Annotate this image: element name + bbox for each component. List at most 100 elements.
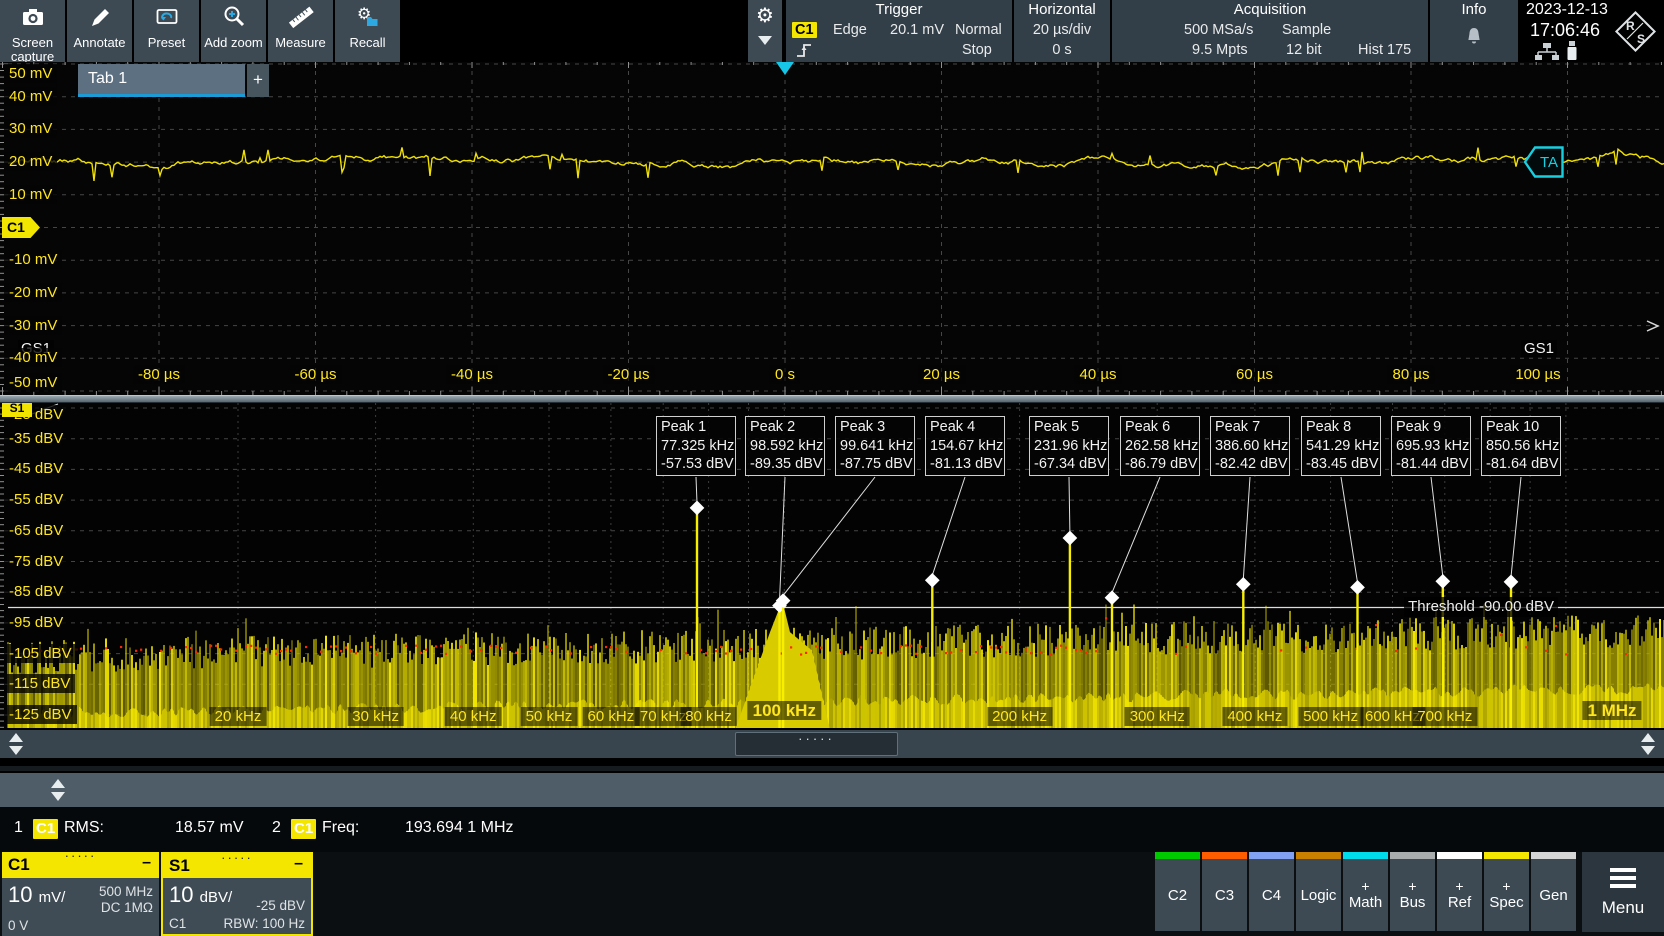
acquisition-panel[interactable]: Acquisition 500 MSa/s Sample 9.5 Mpts 12… [1112, 0, 1428, 62]
results-scroll-bar[interactable] [0, 773, 1664, 807]
signal-button-bus[interactable]: +Bus [1390, 852, 1435, 932]
measurement-1-name[interactable]: RMS: [64, 819, 104, 837]
signal-button-c2[interactable]: C2 [1155, 852, 1200, 932]
peak-annotation-box: Peak 10850.56 kHz-81.64 dBV [1481, 416, 1561, 476]
signal-button-ref[interactable]: + Ref [1437, 852, 1482, 932]
chevron-down-icon [758, 36, 772, 45]
peak-level: -81.64 dBV [1486, 455, 1556, 474]
scroll-up-button-right[interactable] [1641, 733, 1655, 742]
scroll-down-button[interactable] [9, 746, 23, 755]
zoom-plus-icon [221, 17, 247, 34]
horizontal-title: Horizontal [1014, 1, 1110, 18]
menu-label: Menu [1582, 898, 1664, 918]
svg-text:R: R [1626, 19, 1635, 33]
clock-block: 2023-12-13 17:06:46 R S [1520, 0, 1664, 62]
svg-text:S: S [1637, 32, 1645, 46]
x-axis-label: 0 s [770, 365, 800, 384]
horizontal-scrollbar[interactable]: ····· [0, 730, 1664, 758]
trigger-panel[interactable]: Trigger C1 Edge 20.1 mV Normal Stop [786, 0, 1012, 62]
record-length: 9.5 Mpts [1192, 42, 1248, 58]
settings-button[interactable]: ⚙ [748, 0, 782, 62]
signal-button-logic[interactable]: Logic [1296, 852, 1341, 932]
spectrum-y-axis-label: -45 dBV [4, 459, 68, 478]
measurement-1-source-badge[interactable]: C1 [33, 819, 58, 839]
x-axis-label: -40 µs [446, 365, 498, 384]
spectrum-x-axis-label: 100 kHz [748, 701, 821, 720]
peak-frequency: 386.60 kHz [1215, 437, 1285, 456]
peak-name: Peak 4 [930, 418, 1000, 437]
s1-rbw: RBW: 100 Hz [223, 916, 305, 931]
signal-button-math[interactable]: +Math [1343, 852, 1388, 932]
trigger-mode: Normal [955, 22, 1002, 38]
signal-button-c4[interactable]: C4 [1249, 852, 1294, 932]
spectrum-y-axis-label: -95 dBV [4, 613, 68, 632]
peak-name: Peak 8 [1306, 418, 1376, 437]
sample-rate: 500 MSa/s [1184, 22, 1253, 38]
info-panel[interactable]: Info [1430, 0, 1518, 62]
s1-minimize-button[interactable]: – [294, 855, 303, 873]
menu-button[interactable]: Menu [1582, 852, 1664, 932]
peak-level: -67.34 dBV [1034, 455, 1104, 474]
channel-panel-c1[interactable]: ····· C1 – 10 mV/ 500 MHz DC 1MΩ 0 V [2, 852, 159, 936]
display-splitter[interactable] [0, 395, 1664, 403]
tab-1[interactable]: Tab 1 [78, 64, 245, 97]
horizontal-panel[interactable]: Horizontal 20 µs/div 0 s [1014, 0, 1110, 62]
signal-button-spec[interactable]: +Spec [1484, 852, 1529, 932]
signal-button-label: C3 [1215, 887, 1234, 904]
date-display: 2023-12-13 [1526, 1, 1608, 19]
trigger-position-marker[interactable] [776, 62, 794, 75]
peak-frequency: 99.641 kHz [840, 437, 910, 456]
peak-frequency: 695.93 kHz [1396, 437, 1466, 456]
scroll-up-button[interactable] [9, 733, 23, 742]
c1-minimize-button[interactable]: – [142, 854, 151, 872]
peak-annotation-box: Peak 6262.58 kHz-86.79 dBV [1120, 416, 1200, 476]
preset-button[interactable]: Preset [134, 0, 199, 62]
channel-panel-s1[interactable]: ····· S1 – 10 dBV/ -25 dBV C1 RBW: 100 H… [161, 852, 313, 936]
channel-s1-marker[interactable]: S1 [2, 403, 32, 417]
plus-label: + [1455, 880, 1463, 892]
measurement-2-name[interactable]: Freq: [322, 819, 359, 837]
add-tab-button[interactable]: + [247, 64, 269, 97]
recall-button[interactable]: ⚙ Recall [335, 0, 400, 62]
signal-button-body: C3 [1202, 859, 1247, 931]
measurement-2-source-badge[interactable]: C1 [291, 819, 316, 839]
results-scroll-up[interactable] [51, 779, 65, 788]
toolbar: Screen capture Annotate Preset Add zoom … [0, 0, 1664, 62]
acquisition-mode: Sample [1282, 22, 1331, 38]
peak-frequency: 98.592 kHz [750, 437, 820, 456]
signal-button-label: Ref [1448, 894, 1471, 911]
annotate-button[interactable]: Annotate [67, 0, 132, 62]
results-scroll-down[interactable] [51, 792, 65, 801]
channel-color-strip [1155, 852, 1200, 859]
spectrum-x-axis-label: 60 kHz [583, 707, 640, 726]
x-axis-label: -20 µs [603, 365, 655, 384]
s1-scale-value: 10 [169, 882, 193, 907]
toolbar-button-label: Measure [268, 36, 333, 50]
acquisition-title: Acquisition [1112, 1, 1428, 18]
rs-logo: R S [1612, 8, 1660, 60]
peak-annotation-box: Peak 177.325 kHz-57.53 dBV [656, 416, 736, 476]
peak-frequency: 154.67 kHz [930, 437, 1000, 456]
scroll-down-button-right[interactable] [1641, 746, 1655, 755]
s1-panel-header: ····· S1 – [163, 854, 311, 878]
channel-color-strip [1343, 852, 1388, 859]
signal-button-label: C4 [1262, 887, 1281, 904]
screen-capture-button[interactable]: Screen capture [0, 0, 65, 62]
signal-button-gen[interactable]: Gen [1531, 852, 1576, 932]
waveform-display[interactable]: Tab 1 + C1 GS1 GS1 TA 50 mV40 mV30 mV20 … [0, 62, 1664, 395]
add-zoom-button[interactable]: Add zoom [201, 0, 266, 62]
measurement-2-index: 2 [272, 819, 281, 837]
c1-offset: 0 V [8, 918, 28, 933]
peak-frequency: 231.96 kHz [1034, 437, 1104, 456]
signal-button-label: C2 [1168, 887, 1187, 904]
signal-button-label: Logic [1301, 887, 1337, 904]
ta-badge-text: TA [1540, 154, 1558, 171]
signal-button-c3[interactable]: C3 [1202, 852, 1247, 932]
spectrum-display[interactable]: S1 Threshold -90.00 dBV Peak 177.325 kHz… [0, 403, 1664, 728]
measure-button[interactable]: Measure [268, 0, 333, 62]
results-scroll-arrows [46, 779, 70, 801]
recall-icon: ⚙ [355, 17, 381, 34]
scrollbar-handle[interactable]: ····· [735, 732, 898, 756]
channel-color-strip [1437, 852, 1482, 859]
signal-button-label: Bus [1400, 894, 1426, 911]
